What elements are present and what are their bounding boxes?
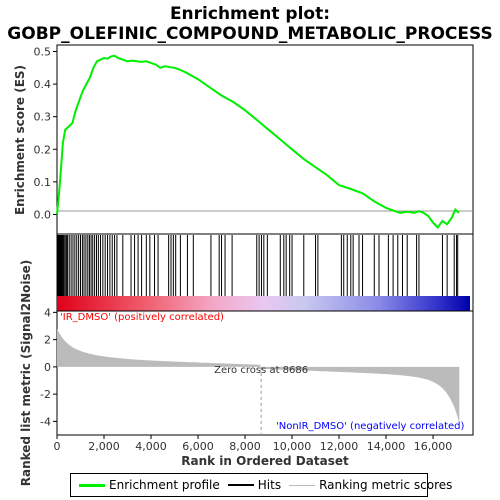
legend-hits-label: Hits	[257, 478, 282, 492]
es-y-tick-label: 0.2	[34, 143, 52, 156]
metric-y-tick-label: 0	[44, 361, 51, 374]
positive-correlation-label: 'IR_DMSO' (positively correlated)	[60, 312, 224, 323]
legend-ranking-label: Ranking metric scores	[319, 478, 453, 492]
rank-color-bar	[57, 296, 470, 311]
es-y-tick-label: 0.1	[34, 176, 52, 189]
legend-profile-label: Enrichment profile	[109, 478, 220, 492]
metric-y-label: Ranked list metric (Signal2Noise)	[19, 260, 33, 487]
es-y-tick-label: 0.4	[34, 78, 52, 91]
x-tick-label: 0	[54, 440, 61, 453]
negative-correlation-label: 'NonIR_DMSO' (negatively correlated)	[276, 421, 464, 432]
legend-item-profile: Enrichment profile	[79, 478, 220, 492]
es-y-axis: 0.0 0.1 0.2 0.3 0.4 0.5	[34, 46, 57, 221]
legend-hits-swatch	[227, 484, 254, 486]
chart-title-line1: Enrichment plot:	[170, 4, 330, 24]
x-tick-label: 16,000	[414, 440, 453, 453]
x-tick-label: 4,000	[135, 440, 167, 453]
es-y-tick-label: 0.3	[34, 111, 52, 124]
es-panel	[56, 44, 474, 235]
legend-ranking-swatch	[289, 484, 316, 486]
x-tick-label: 2,000	[88, 440, 120, 453]
x-tick-label: 12,000	[320, 440, 359, 453]
metric-y-tick-label: 4	[44, 306, 51, 319]
metric-y-tick-label: -2	[40, 388, 51, 401]
x-axis-label: Rank in Ordered Dataset	[181, 454, 349, 468]
legend-profile-swatch	[79, 483, 105, 487]
metric-y-axis: -4 -2 0 2 4	[40, 306, 57, 428]
legend: Enrichment profile Hits Ranking metric s…	[70, 473, 452, 497]
es-y-label: Enrichment score (ES)	[13, 65, 27, 215]
legend-item-ranking: Ranking metric scores	[289, 478, 452, 492]
hits-marks	[56, 235, 459, 296]
metric-y-tick-label: -4	[40, 415, 51, 428]
legend-item-hits: Hits	[227, 478, 282, 492]
enrichment-profile-line	[56, 54, 460, 230]
x-tick-label: 14,000	[367, 440, 406, 453]
metric-y-tick-label: 2	[44, 334, 51, 347]
es-y-tick-label: 0.0	[34, 208, 52, 221]
x-tick-label: 10,000	[273, 440, 312, 453]
x-tick-label: 8,000	[229, 440, 261, 453]
x-axis: 0 2,000 4,000 6,000 8,000 10,000 12,000 14,000 1…	[54, 435, 453, 453]
x-tick-label: 6,000	[182, 440, 214, 453]
es-y-tick-label: 0.5	[34, 46, 52, 59]
chart-title-line2: GOBP_OLEFINIC_COMPOUND_METABOLIC_PROCESS	[7, 24, 492, 44]
zero-cross-label: Zero cross at 8686	[214, 365, 308, 376]
